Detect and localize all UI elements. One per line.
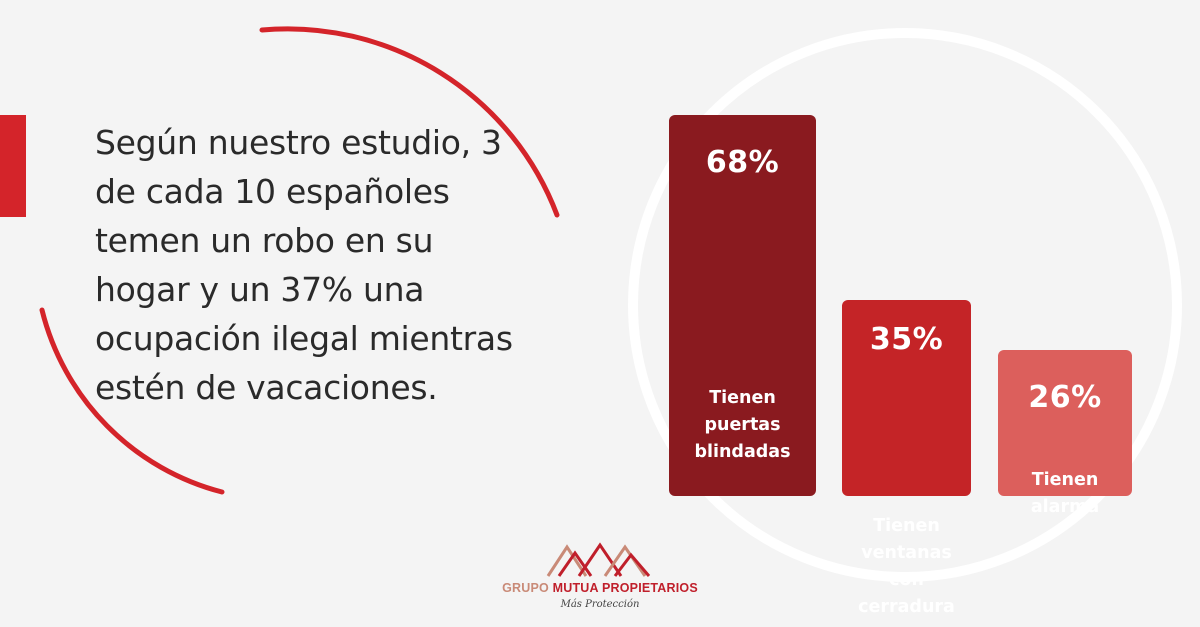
bar-value-label: 35% [869,322,944,357]
logo-word-mutua: MUTUA PROPIETARIOS [552,581,698,595]
red-arc-bottom-left [39,307,225,495]
white-ring [628,28,1182,582]
bar-3: 26% Tienen alarma [998,350,1132,517]
bar-value-label: 26% [1028,380,1102,415]
logo-wordmark: GRUPO MUTUA PROPIETARIOS [470,581,730,595]
headline-text: Según nuestro estudio, 3 de cada 10 espa… [95,123,513,407]
red-arc-top-right [259,26,560,218]
left-accent-bar [0,115,26,217]
bar-category-label: Tienen puertas blindadas [694,388,791,462]
bar-1: 68% Tienen puertas blindadas [669,115,816,496]
logo-word-grupo: GRUPO [502,581,549,595]
bar-category-label: Tienen ventanas con cerradura [858,516,955,617]
bar-value-label: 68% [705,145,780,180]
bar-2: 35% Tienen ventanas con cerradura [842,300,971,617]
twin-m-peaks-logo-icon [546,542,651,577]
bar-category-label: Tienen alarma [1030,470,1100,517]
logo-tagline: Más Protección [560,599,640,610]
